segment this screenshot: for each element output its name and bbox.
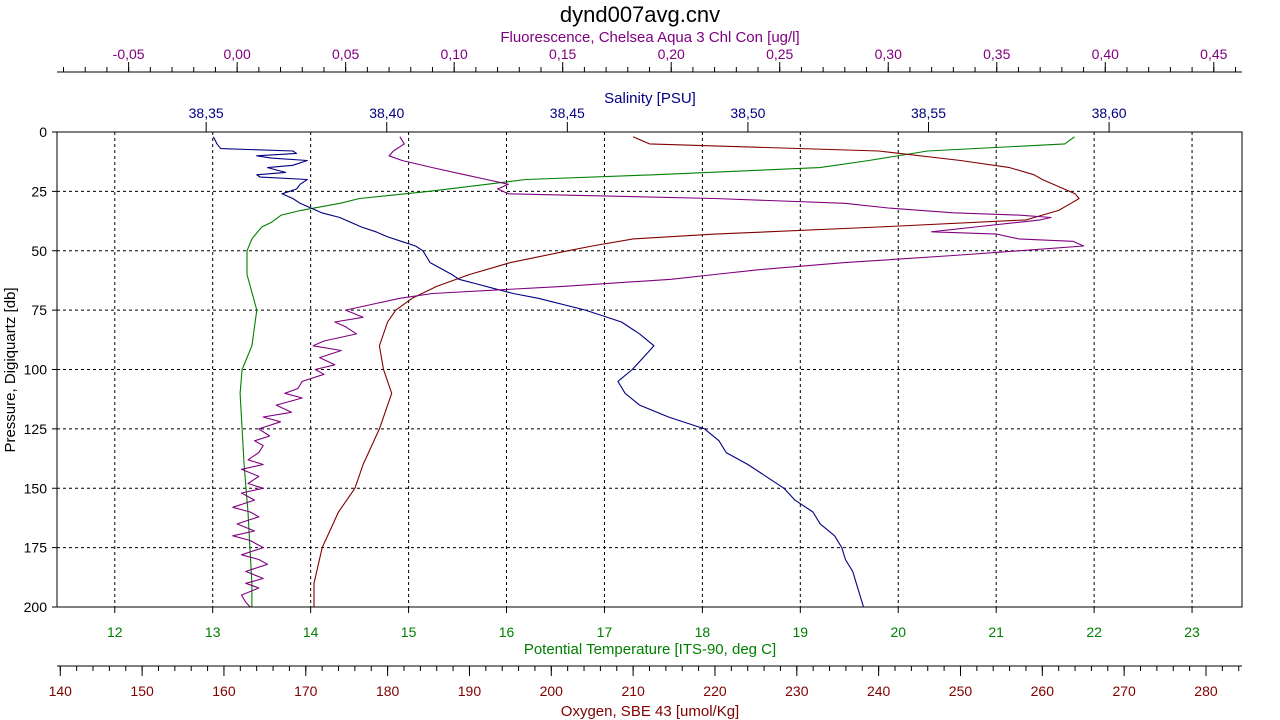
axis-tick-label: 0,15 xyxy=(549,46,576,62)
temperature-profile-line xyxy=(239,136,1075,607)
temperature-axis: 12 13 14 15 16 17 18 19 20 21 22 23 xyxy=(107,607,1200,640)
temperature-tick-label: 22 xyxy=(1086,624,1102,640)
fluorescence-profile-line xyxy=(232,136,1085,608)
temperature-tick-label: 19 xyxy=(793,624,809,640)
oxygen-profile-line xyxy=(313,136,1080,607)
temperature-tick-label: 23 xyxy=(1184,624,1200,640)
temperature-tick-label: 12 xyxy=(107,624,123,640)
temperature-tick-label: 20 xyxy=(890,624,906,640)
temperature-tick-label: 18 xyxy=(695,624,711,640)
axis-tick-label: 160 xyxy=(212,683,236,699)
pressure-tick-label: 25 xyxy=(31,183,47,199)
pressure-tick-label: 200 xyxy=(24,599,48,615)
salinity-tick-label: 38,60 xyxy=(1092,105,1127,121)
axis-tick-label: 0,00 xyxy=(224,46,251,62)
axis-tick-label: 270 xyxy=(1112,683,1136,699)
temperature-tick-label: 13 xyxy=(205,624,221,640)
pressure-tick-label: 100 xyxy=(24,362,48,378)
salinity-tick-label: 38,35 xyxy=(189,105,224,121)
axis-tick-label: -0,05 xyxy=(113,46,145,62)
plot-series xyxy=(212,136,1085,608)
fluorescence-axis-title: Fluorescence, Chelsea Aqua 3 Chl Con [ug… xyxy=(500,29,799,46)
oxygen-axis-title: Oxygen, SBE 43 [umol/Kg] xyxy=(561,703,739,720)
temperature-tick-label: 15 xyxy=(401,624,417,640)
chart-title: dynd007avg.cnv xyxy=(560,2,720,27)
temperature-tick-label: 14 xyxy=(303,624,319,640)
pressure-axis: 0 25 50 75 100 125 150 175 200 xyxy=(24,124,57,615)
axis-tick-label: 0,30 xyxy=(875,46,902,62)
salinity-tick-label: 38,40 xyxy=(369,105,404,121)
axis-tick-label: 240 xyxy=(867,683,891,699)
axis-tick-label: 250 xyxy=(949,683,973,699)
pressure-tick-label: 125 xyxy=(24,421,48,437)
axis-tick-label: 230 xyxy=(785,683,809,699)
pressure-tick-label: 75 xyxy=(31,302,47,318)
axis-tick-label: 150 xyxy=(130,683,154,699)
pressure-tick-label: 0 xyxy=(39,124,47,140)
temperature-axis-title: Potential Temperature [ITS-90, deg C] xyxy=(524,641,776,658)
axis-tick-label: 220 xyxy=(703,683,727,699)
axis-tick-label: 0,20 xyxy=(658,46,685,62)
axis-tick-label: 180 xyxy=(376,683,400,699)
salinity-tick-label: 38,50 xyxy=(730,105,765,121)
fluorescence-axis: -0,05 0,00 0,05 0,10 0,15 0,20 0,25 0,30 0,35 0,4… xyxy=(57,46,1242,73)
salinity-profile-line xyxy=(212,136,865,608)
axis-tick-label: 0,35 xyxy=(983,46,1010,62)
temperature-tick-label: 16 xyxy=(499,624,515,640)
axis-tick-label: 200 xyxy=(540,683,564,699)
pressure-tick-label: 150 xyxy=(24,480,48,496)
axis-tick-label: 0,40 xyxy=(1092,46,1119,62)
temperature-tick-label: 17 xyxy=(597,624,613,640)
axis-tick-label: 0,25 xyxy=(766,46,793,62)
axis-tick-label: 280 xyxy=(1194,683,1218,699)
axis-tick-label: 0,45 xyxy=(1200,46,1227,62)
axis-tick-label: 0,05 xyxy=(332,46,359,62)
salinity-axis: 38,35 38,40 38,45 38,50 38,55 38,60 xyxy=(189,105,1127,132)
axis-tick-label: 210 xyxy=(621,683,645,699)
pressure-tick-label: 50 xyxy=(31,243,47,259)
temperature-tick-label: 21 xyxy=(988,624,1004,640)
oxygen-axis: 140 150 160 170 180 190 200 210 220 230 240 250 260 2… xyxy=(49,665,1242,699)
axis-tick-label: 190 xyxy=(458,683,482,699)
salinity-axis-title: Salinity [PSU] xyxy=(604,90,696,107)
salinity-tick-label: 38,45 xyxy=(550,105,585,121)
axis-tick-label: 0,10 xyxy=(441,46,468,62)
pressure-axis-title: Pressure, Digiquartz [db] xyxy=(2,287,19,452)
axis-tick-label: 140 xyxy=(49,683,73,699)
axis-tick-label: 170 xyxy=(294,683,318,699)
plot-frame xyxy=(56,131,1243,608)
salinity-tick-label: 38,55 xyxy=(911,105,946,121)
chart-grid xyxy=(57,132,1242,607)
axis-tick-label: 260 xyxy=(1031,683,1055,699)
pressure-tick-label: 175 xyxy=(24,540,48,556)
